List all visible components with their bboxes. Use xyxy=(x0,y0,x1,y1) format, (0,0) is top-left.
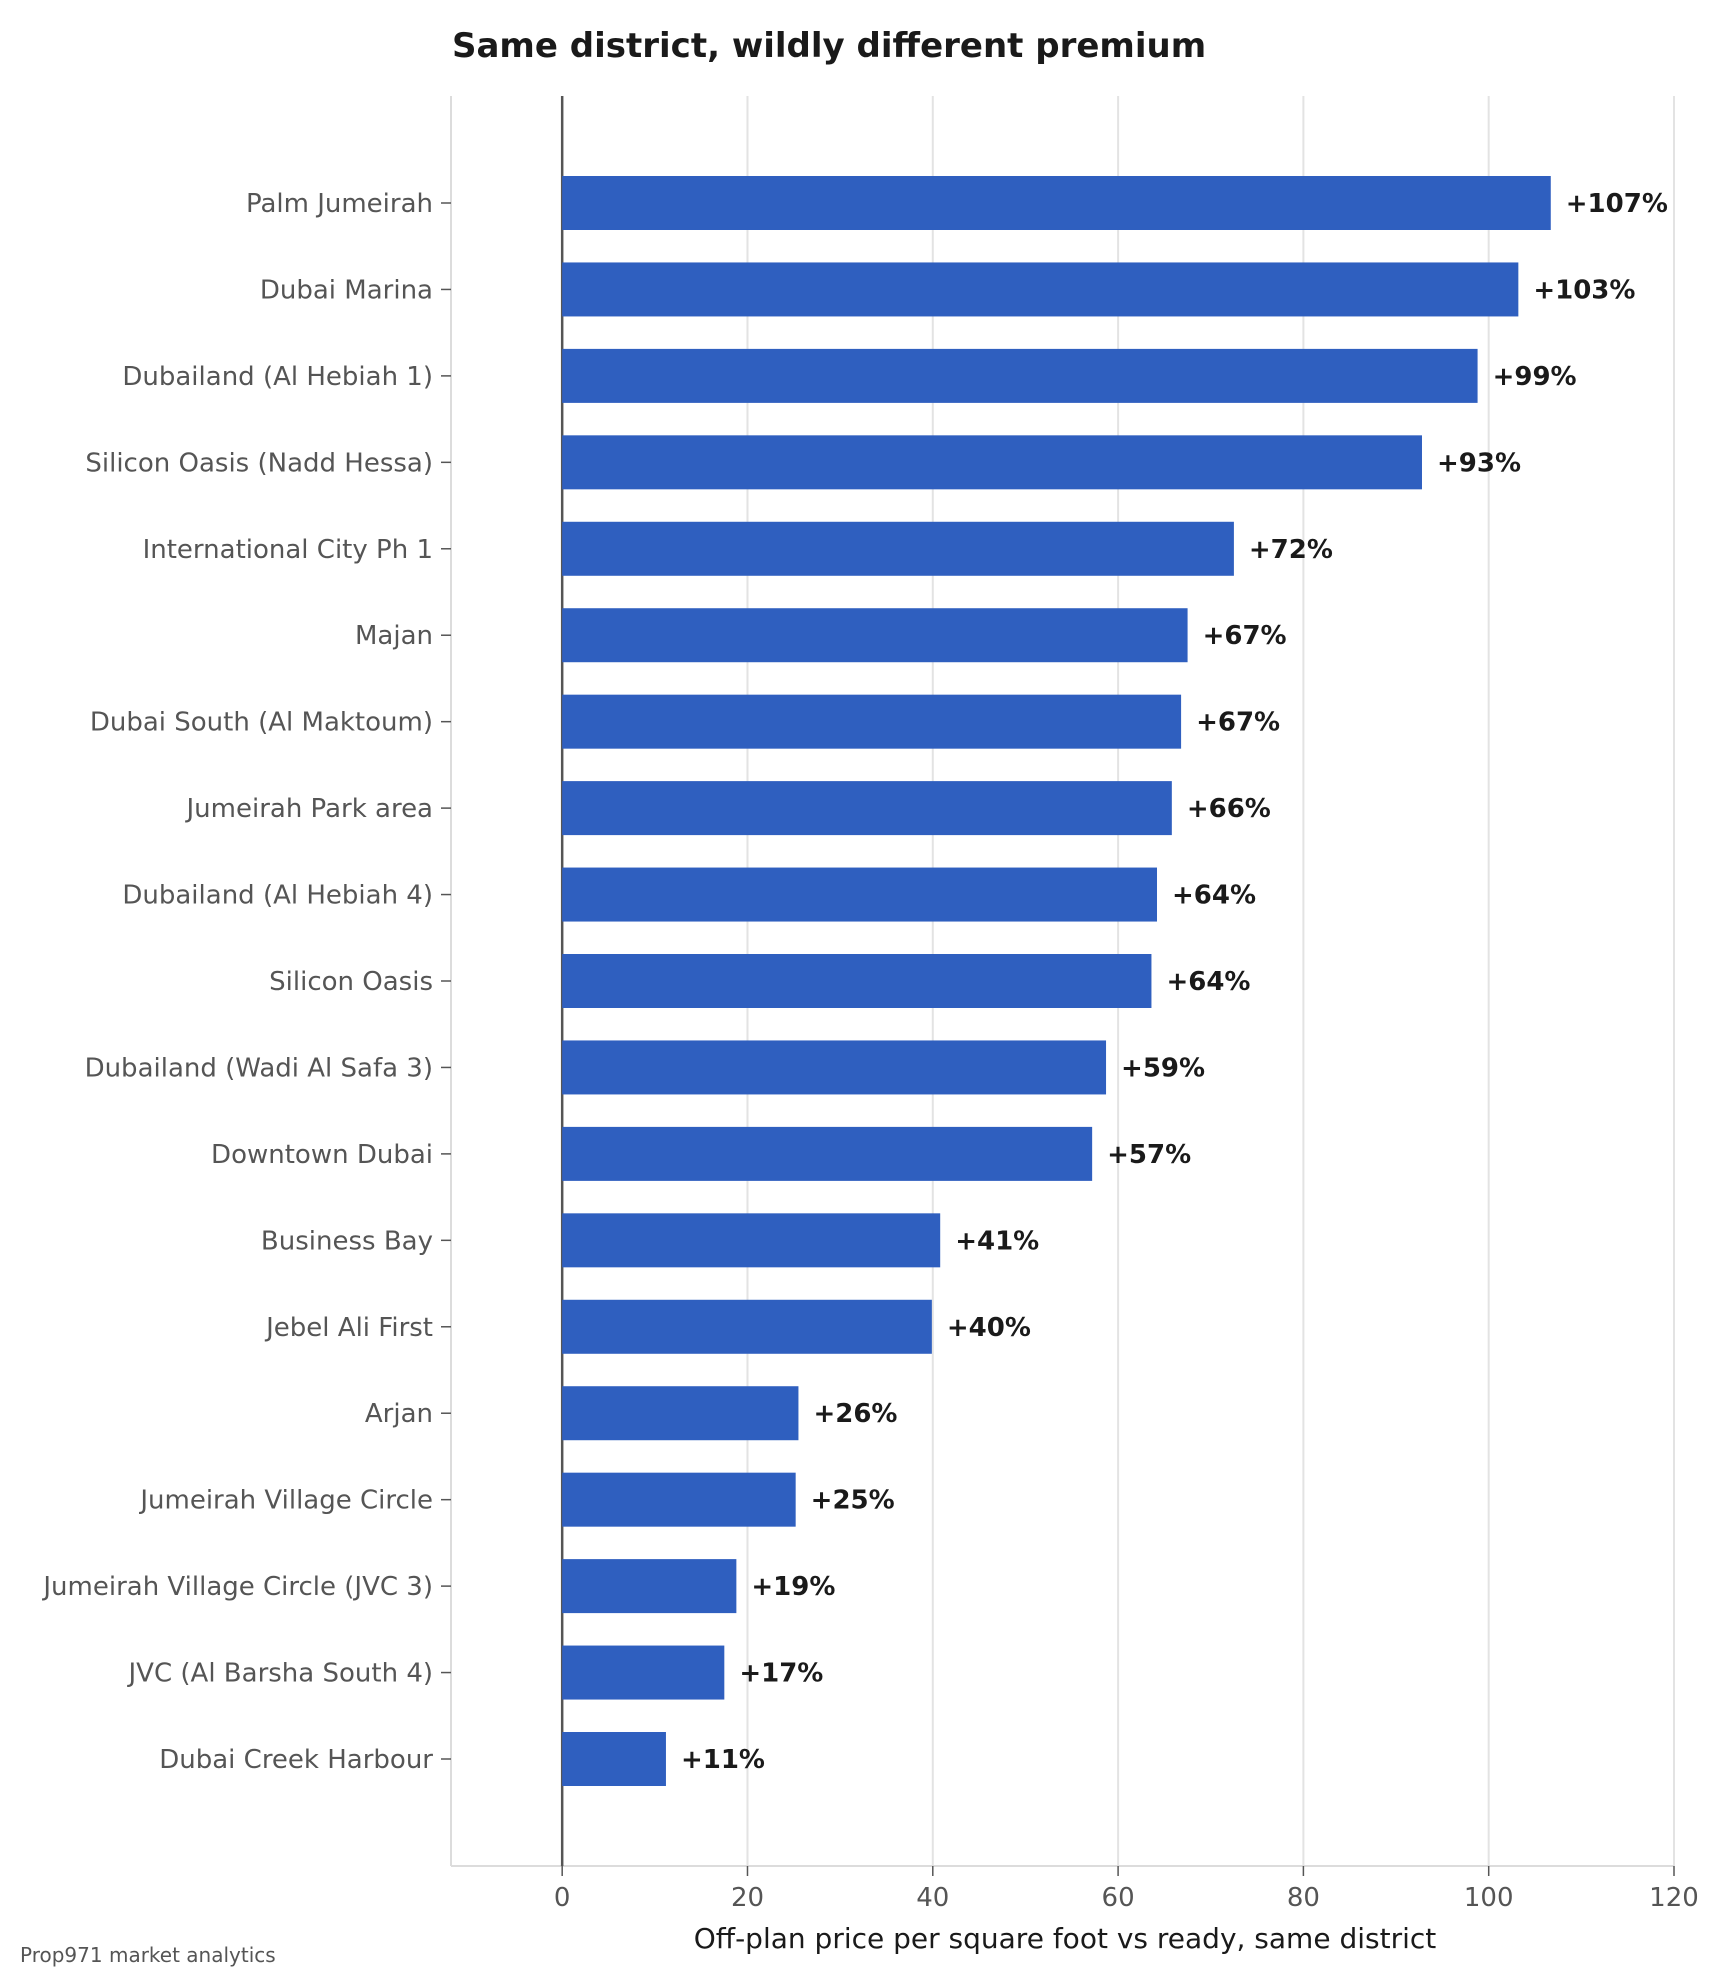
bar xyxy=(562,1299,932,1354)
category-label: Dubai Marina xyxy=(260,275,433,305)
data-labels: +107% +103% +99% +93% +72% +67% +67% +66% +64% +6… xyxy=(681,189,1668,1775)
x-tick-label: 60 xyxy=(1102,1883,1135,1913)
data-label: +67% xyxy=(1196,708,1280,738)
data-label: +67% xyxy=(1203,621,1287,651)
chart-title: Same district, wildly different premium xyxy=(452,26,1206,66)
category-label: Downtown Dubai xyxy=(211,1140,433,1170)
bar xyxy=(562,1645,725,1700)
category-label: Jumeirah Park area xyxy=(185,794,434,824)
data-label: +99% xyxy=(1493,362,1577,392)
data-label: +41% xyxy=(955,1226,1039,1256)
bar xyxy=(562,348,1478,403)
category-label: Jumeirah Village Circle xyxy=(138,1486,433,1516)
bar xyxy=(562,1040,1107,1095)
category-label: Dubai Creek Harbour xyxy=(159,1745,433,1775)
x-tick-label: 100 xyxy=(1464,1883,1514,1913)
bar xyxy=(562,1732,666,1786)
data-label: +64% xyxy=(1172,881,1256,911)
data-label: +72% xyxy=(1249,535,1333,565)
data-label: +103% xyxy=(1533,275,1635,305)
category-label: Palm Jumeirah xyxy=(246,189,433,219)
bar xyxy=(562,954,1152,1008)
x-tick-label: 20 xyxy=(731,1883,764,1913)
bar xyxy=(562,521,1234,576)
x-tick-label: 0 xyxy=(554,1883,571,1913)
bar xyxy=(562,262,1519,317)
data-label: +66% xyxy=(1187,794,1271,824)
category-label: Silicon Oasis (Nadd Hessa) xyxy=(85,448,433,478)
category-label: Dubai South (Al Maktoum) xyxy=(90,708,433,738)
data-label: +17% xyxy=(739,1659,823,1689)
bars xyxy=(562,176,1551,1786)
data-label: +40% xyxy=(947,1313,1031,1343)
bar xyxy=(562,608,1188,663)
bar xyxy=(562,1386,799,1441)
bar xyxy=(562,1559,737,1614)
data-label: +25% xyxy=(811,1486,895,1516)
category-label: Silicon Oasis xyxy=(269,967,433,997)
category-label: International City Ph 1 xyxy=(143,535,433,565)
category-label: Jumeirah Village Circle (JVC 3) xyxy=(41,1572,433,1602)
data-label: +64% xyxy=(1166,967,1250,997)
data-label: +11% xyxy=(681,1745,765,1775)
data-label: +107% xyxy=(1566,189,1668,219)
x-axis-label: Off-plan price per square foot vs ready,… xyxy=(694,1922,1437,1955)
category-label: Jebel Ali First xyxy=(264,1313,433,1343)
category-labels: Palm Jumeirah Dubai Marina Dubailand (Al H… xyxy=(41,189,451,1775)
data-label: +26% xyxy=(813,1399,897,1429)
category-label: Dubailand (Wadi Al Safa 3) xyxy=(85,1053,433,1083)
x-tick-label: 80 xyxy=(1287,1883,1320,1913)
bar xyxy=(562,1126,1093,1181)
bar xyxy=(562,781,1172,836)
bar xyxy=(562,694,1182,749)
category-label: Arjan xyxy=(365,1399,433,1429)
data-label: +59% xyxy=(1121,1053,1205,1083)
bar xyxy=(562,1472,796,1527)
category-label: Dubailand (Al Hebiah 1) xyxy=(122,362,433,392)
category-label: JVC (Al Barsha South 4) xyxy=(127,1659,433,1689)
x-tick-labels: 0 20 40 60 80 100 120 xyxy=(554,1866,1699,1913)
bar xyxy=(562,867,1158,922)
data-label: +19% xyxy=(751,1572,835,1602)
category-label: Dubailand (Al Hebiah 4) xyxy=(122,881,433,911)
x-tick-label: 40 xyxy=(916,1883,949,1913)
bar xyxy=(562,176,1551,230)
category-label: Business Bay xyxy=(261,1226,433,1256)
x-tick-label: 120 xyxy=(1649,1883,1699,1913)
data-label: +93% xyxy=(1437,448,1521,478)
source-note: Prop971 market analytics xyxy=(20,1943,276,1967)
bar xyxy=(562,435,1422,490)
category-label: Majan xyxy=(355,621,433,651)
data-label: +57% xyxy=(1107,1140,1191,1170)
bar xyxy=(562,1213,941,1268)
